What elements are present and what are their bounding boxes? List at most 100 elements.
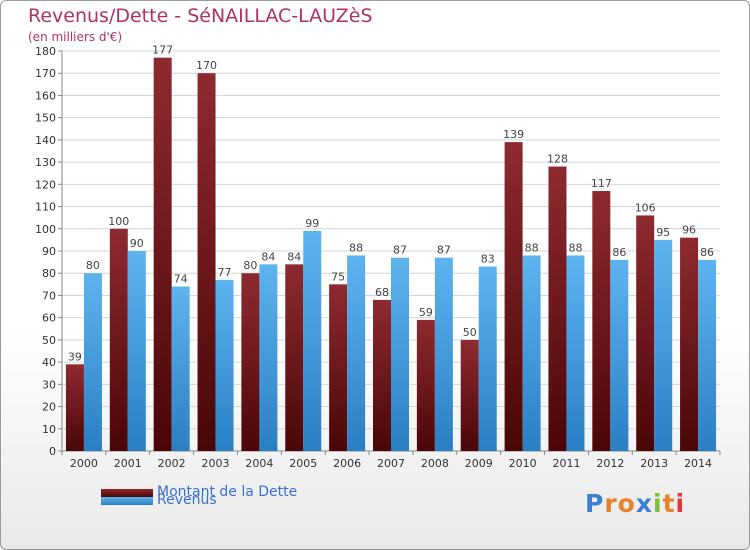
data-label-revenus-2008: 87 [437,244,451,257]
y-tick-label: 80 [42,267,56,280]
y-tick-label: 180 [35,45,56,58]
data-label-debt-2005: 84 [287,250,301,263]
y-tick-label: 10 [42,423,56,436]
bar-revenus-2013 [654,239,673,451]
data-label-debt-2009: 50 [463,326,477,339]
bar-revenus-2005 [303,231,322,451]
logo-letter: o [617,489,636,518]
x-tick-label: 2011 [552,457,580,470]
data-label-revenus-2004: 84 [261,250,275,263]
bar-debt-2002 [153,57,172,452]
bar-debt-2003 [197,73,216,451]
data-label-revenus-2013: 95 [656,226,670,239]
data-label-debt-2013: 106 [635,201,656,214]
bar-debt-2014 [680,237,699,451]
bar-revenus-2011 [566,255,585,451]
x-tick-label: 2013 [640,457,668,470]
bar-debt-2009 [460,339,479,451]
logo-letter: P [585,489,605,518]
chart-subtitle: (en milliers d'€) [28,30,123,44]
bar-debt-2008 [416,319,435,451]
bar-revenus-2000 [83,273,102,451]
y-tick-label: 170 [35,67,56,80]
data-label-debt-2007: 68 [375,286,389,299]
x-tick-label: 2009 [465,457,493,470]
bar-debt-2005 [285,264,304,451]
data-label-revenus-2003: 77 [218,266,232,279]
legend-label-debt: Montant de la Dette [157,484,298,500]
bar-revenus-2002 [171,286,190,451]
logo-letter: r [604,489,618,518]
y-tick-label: 40 [42,356,56,369]
logo-letter: x [635,489,653,518]
bar-debt-2004 [241,273,260,451]
x-tick-label: 2014 [684,457,712,470]
data-label-revenus-2011: 88 [568,241,582,254]
x-tick-label: 2005 [289,457,317,470]
y-tick-label: 120 [35,178,56,191]
bars [65,57,717,452]
y-tick-label: 110 [35,201,56,214]
y-tick-label: 160 [35,89,56,102]
logo-letter: t [662,489,676,518]
data-label-debt-2003: 170 [196,59,217,72]
bar-debt-2010 [504,142,523,451]
data-label-debt-2014: 96 [682,224,696,237]
legend-label-revenus: Revenus [157,492,217,508]
data-label-revenus-2006: 88 [349,241,363,254]
x-tick-label: 2012 [596,457,624,470]
chart-title: Revenus/Dette - SéNAILLAC-LAUZèS [28,5,373,27]
x-tick-label: 2004 [245,457,273,470]
bar-debt-2001 [109,228,128,451]
bar-revenus-2006 [347,255,366,451]
y-tick-label: 130 [35,156,56,169]
data-label-debt-2011: 128 [547,153,568,166]
x-tick-label: 2001 [114,457,142,470]
proxiti-logo: Proxiti [585,489,685,518]
data-label-revenus-2002: 74 [174,273,188,286]
x-tick-label: 2002 [158,457,186,470]
data-label-revenus-2010: 88 [525,241,539,254]
data-label-debt-2010: 139 [503,128,524,141]
bar-debt-2006 [329,284,348,451]
legend-swatch-revenus [101,497,153,505]
y-tick-label: 0 [49,445,56,458]
logo-letter: i [675,489,686,518]
bar-revenus-2014 [698,259,717,451]
data-label-revenus-2001: 90 [130,237,144,250]
bar-debt-2013 [636,215,655,451]
bar-debt-2000 [65,364,84,451]
bar-revenus-2010 [522,255,541,451]
bar-revenus-2004 [259,264,278,451]
data-label-revenus-2014: 86 [700,246,714,259]
data-label-debt-2006: 75 [331,270,345,283]
data-label-debt-2004: 80 [243,259,257,272]
y-tick-label: 30 [42,378,56,391]
data-label-debt-2000: 39 [68,350,82,363]
data-label-debt-2002: 177 [152,44,173,57]
bar-debt-2011 [548,166,567,452]
data-label-debt-2008: 59 [419,306,433,319]
x-tick-label: 2008 [421,457,449,470]
x-tick-label: 2003 [202,457,230,470]
bar-debt-2012 [592,191,611,451]
data-label-revenus-2012: 86 [612,246,626,259]
x-tick-label: 2007 [377,457,405,470]
y-tick-label: 20 [42,401,56,414]
axes: 0102030405060708090100110120130140150160… [35,45,721,470]
y-tick-label: 60 [42,312,56,325]
x-tick-label: 2006 [333,457,361,470]
x-tick-label: 2010 [509,457,537,470]
y-tick-label: 50 [42,334,56,347]
legend-swatch-debt [101,489,153,497]
logo-letter: i [653,489,663,518]
data-label-debt-2012: 117 [591,177,612,190]
y-tick-label: 100 [35,223,56,236]
bar-revenus-2009 [478,266,497,451]
bar-revenus-2001 [127,251,146,451]
y-tick-label: 70 [42,289,56,302]
data-label-revenus-2007: 87 [393,244,407,257]
